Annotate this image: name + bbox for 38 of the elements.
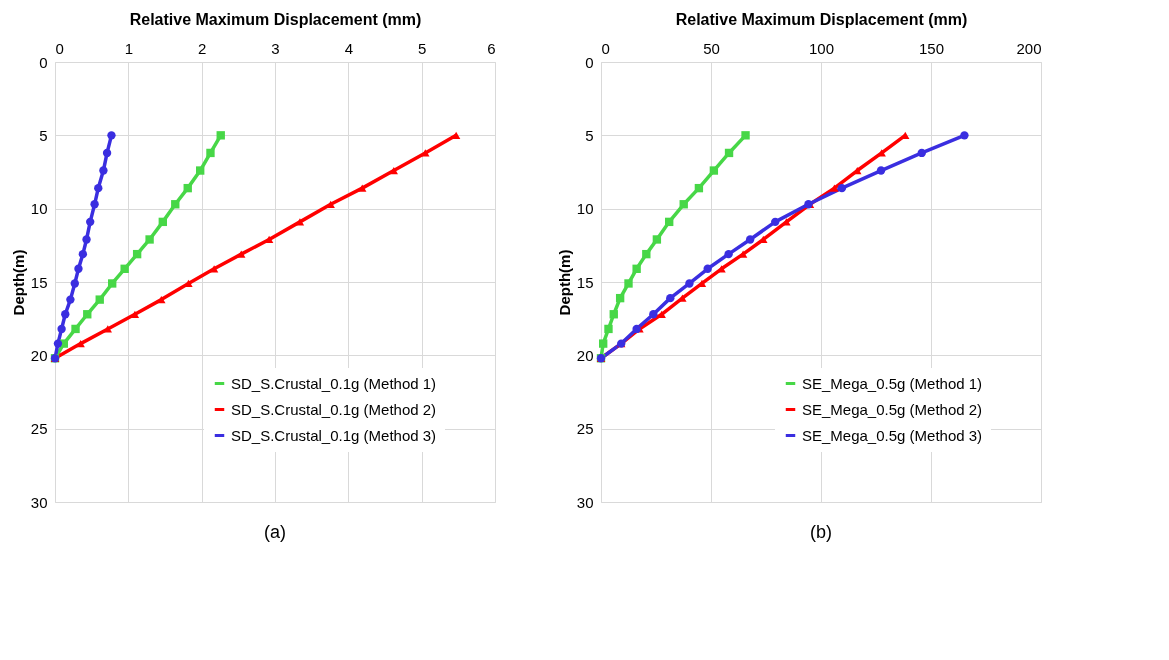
y-tick-label: 0	[39, 53, 48, 71]
x-tick-label: 4	[344, 39, 354, 57]
y-tick-label: 20	[576, 346, 594, 364]
y-tick-label: 5	[39, 126, 48, 144]
legend-label: SD_S.Crustal_0.1g (Method 3)	[231, 426, 437, 444]
y-tick-label: 10	[576, 200, 594, 218]
text: (a)	[264, 522, 286, 542]
x-axis-title: Relative Maximum Displacement (mm)	[129, 10, 422, 28]
y-tick-label: 30	[576, 493, 594, 511]
y-tick-label: 15	[576, 273, 594, 291]
y-tick-label: 25	[576, 420, 594, 438]
x-tick-label: 2	[197, 39, 207, 57]
text: (b)	[810, 522, 832, 542]
y-tick-label: 25	[30, 420, 48, 438]
legend-label: SE_Mega_0.5g (Method 3)	[802, 426, 983, 444]
x-axis-title: Relative Maximum Displacement (mm)	[675, 10, 968, 28]
x-tick-label: 200	[1016, 39, 1042, 57]
y-axis-title: Depth(m)	[9, 249, 27, 316]
legend-label: SE_Mega_0.5g (Method 2)	[802, 400, 983, 418]
y-tick-label: 20	[30, 346, 48, 364]
y-tick-label: 5	[585, 126, 594, 144]
x-tick-label: 100	[808, 39, 835, 57]
legend-label: SD_S.Crustal_0.1g (Method 1)	[231, 374, 437, 392]
x-tick-label: 50	[703, 39, 720, 57]
y-tick-label: 15	[30, 273, 48, 291]
x-tick-label: 0	[601, 39, 610, 57]
x-tick-label: 5	[417, 39, 427, 57]
y-tick-label: 0	[585, 53, 594, 71]
legend-label: SD_S.Crustal_0.1g (Method 2)	[231, 400, 437, 418]
y-axis-title: Depth(m)	[555, 249, 573, 316]
x-tick-label: 150	[918, 39, 945, 57]
x-tick-label: 1	[124, 39, 134, 57]
x-tick-label: 0	[55, 39, 64, 57]
x-tick-label: 3	[271, 39, 280, 57]
y-tick-label: 30	[30, 493, 48, 511]
y-tick-label: 10	[30, 200, 48, 218]
x-tick-label: 6	[487, 39, 496, 57]
legend-label: SE_Mega_0.5g (Method 1)	[802, 374, 983, 392]
